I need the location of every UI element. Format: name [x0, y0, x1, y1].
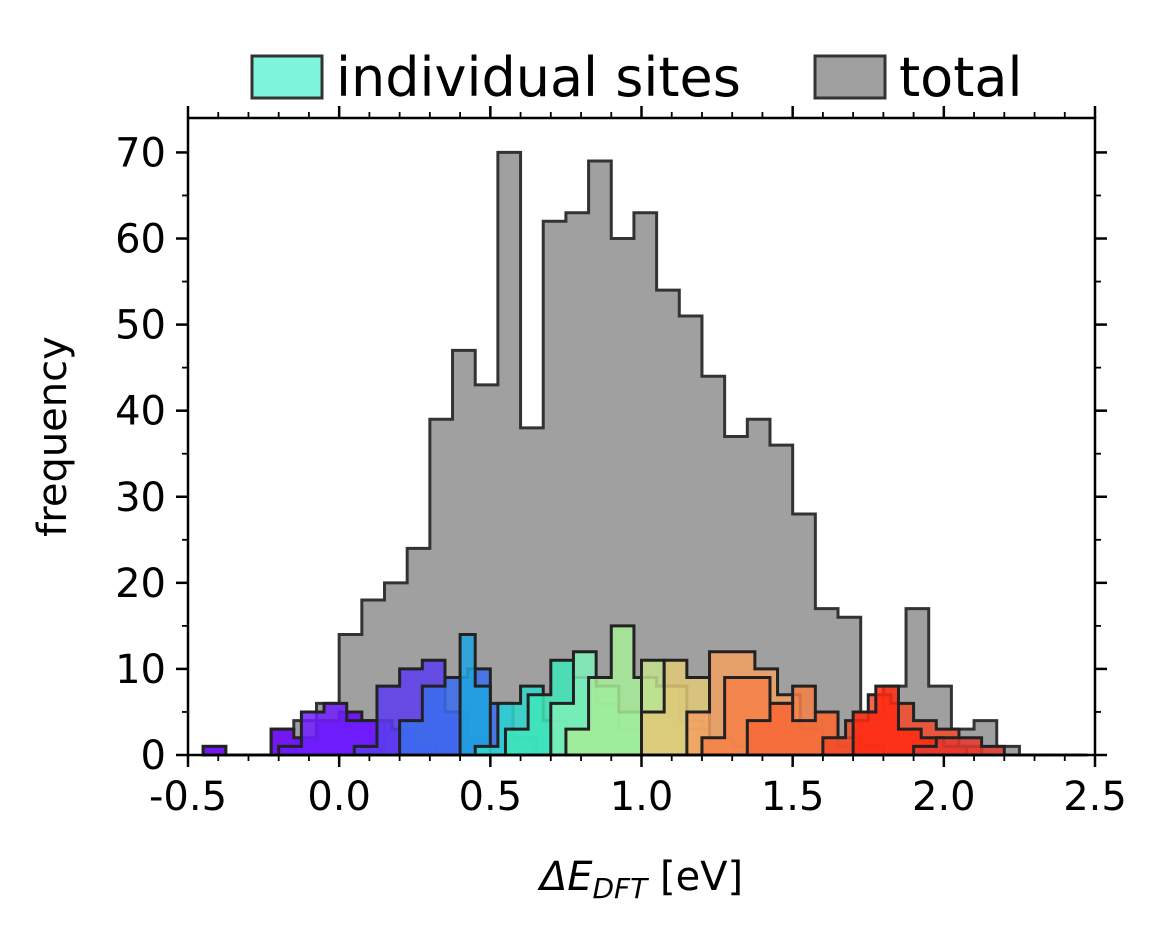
y-tick-label: 10 — [115, 647, 166, 693]
legend: individual sites total — [250, 46, 1022, 109]
y-tick-label: 50 — [115, 303, 166, 349]
y-tick-label: 30 — [115, 475, 166, 521]
total-histogram — [201, 150, 1088, 757]
x-tick-label: 2.0 — [912, 774, 976, 820]
plot-area — [201, 150, 1088, 757]
x-tick-label: 1.5 — [761, 774, 825, 820]
y-tick-label: 60 — [115, 217, 166, 263]
y-axis-label: frequency — [30, 336, 76, 537]
legend-swatch-1 — [250, 54, 324, 100]
x-tick-label: 0.5 — [459, 774, 523, 820]
axes: -0.5 0.0 0.5 1.0 1.5 2.0 2.5 0 10 20 30 40 50 60 70 ΔED… — [30, 106, 1127, 905]
x-tick-label: 2.5 — [1063, 774, 1127, 820]
y-tick-label: 0 — [141, 733, 166, 779]
x-tick-label: -0.5 — [149, 774, 227, 820]
y-tick-label: 40 — [115, 389, 166, 435]
x-tick-label: 0.0 — [307, 774, 371, 820]
legend-swatch-2 — [813, 54, 887, 100]
legend-label-2: total — [899, 46, 1022, 109]
y-tick-label: 70 — [115, 130, 166, 176]
legend-label-1: individual sites — [336, 46, 741, 109]
y-tick-label: 20 — [115, 561, 166, 607]
x-axis-label: ΔEDFT [eV] — [537, 854, 743, 905]
x-tick-label: 1.0 — [610, 774, 674, 820]
